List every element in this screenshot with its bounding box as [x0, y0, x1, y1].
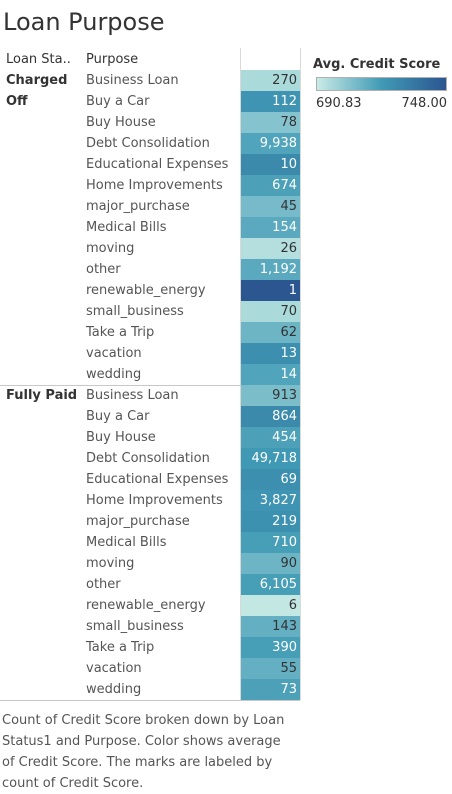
purpose-label[interactable]: major_purchase: [86, 514, 190, 529]
purpose-label[interactable]: Medical Bills: [86, 220, 167, 235]
count-cell[interactable]: 69: [241, 469, 300, 490]
purpose-label[interactable]: Business Loan: [86, 73, 179, 88]
count-cell[interactable]: 62: [241, 322, 300, 343]
column-header-purpose[interactable]: Purpose: [86, 52, 139, 67]
purpose-label[interactable]: moving: [86, 241, 135, 256]
count-cell[interactable]: 14: [241, 364, 300, 385]
count-cell[interactable]: 26: [241, 238, 300, 259]
count-cell[interactable]: 913: [241, 385, 300, 406]
table-column-divider: [300, 48, 301, 700]
purpose-label[interactable]: moving: [86, 556, 135, 571]
count-cell[interactable]: 70: [241, 301, 300, 322]
purpose-label[interactable]: Buy a Car: [86, 94, 150, 109]
purpose-label[interactable]: Buy House: [86, 115, 156, 130]
column-header-loan-status[interactable]: Loan Sta..: [6, 52, 71, 67]
count-cell[interactable]: 270: [241, 70, 300, 91]
group-separator: [0, 385, 300, 386]
count-cell[interactable]: 390: [241, 637, 300, 658]
text-table: Charged Off Business Loan 270 Buy a Car 112 B…: [0, 48, 301, 701]
count-cell[interactable]: 9,938: [241, 133, 300, 154]
purpose-label[interactable]: Debt Consolidation: [86, 136, 210, 151]
purpose-label[interactable]: Medical Bills: [86, 535, 167, 550]
purpose-label[interactable]: Home Improvements: [86, 493, 223, 508]
purpose-label[interactable]: small_business: [86, 619, 184, 634]
count-cell[interactable]: 674: [241, 175, 300, 196]
count-cell[interactable]: 454: [241, 427, 300, 448]
count-cell[interactable]: 73: [241, 679, 300, 700]
purpose-label[interactable]: small_business: [86, 304, 184, 319]
count-cell[interactable]: 3,827: [241, 490, 300, 511]
count-cell[interactable]: 49,718: [241, 448, 300, 469]
loan-status-label[interactable]: Charged Off: [6, 73, 68, 109]
chart-caption: Count of Credit Score broken down by Loa…: [2, 713, 285, 791]
count-cell[interactable]: 112: [241, 91, 300, 112]
purpose-label[interactable]: Buy a Car: [86, 409, 150, 424]
purpose-label[interactable]: vacation: [86, 661, 142, 676]
count-cell[interactable]: 13: [241, 343, 300, 364]
legend-min-label: 690.83: [316, 96, 362, 111]
count-cell[interactable]: 78: [241, 112, 300, 133]
purpose-label[interactable]: renewable_energy: [86, 283, 206, 298]
count-cell[interactable]: 1: [241, 280, 300, 301]
count-cell[interactable]: 710: [241, 532, 300, 553]
purpose-label[interactable]: wedding: [86, 367, 142, 382]
count-cell[interactable]: 1,192: [241, 259, 300, 280]
purpose-label[interactable]: other: [86, 262, 121, 277]
count-cell[interactable]: 219: [241, 511, 300, 532]
legend-title: Avg. Credit Score: [313, 57, 441, 72]
purpose-label[interactable]: vacation: [86, 346, 142, 361]
count-cell[interactable]: 6,105: [241, 574, 300, 595]
count-cell[interactable]: 55: [241, 658, 300, 679]
purpose-label[interactable]: Business Loan: [86, 388, 179, 403]
count-cell[interactable]: 6: [241, 595, 300, 616]
count-cell[interactable]: 45: [241, 196, 300, 217]
table-bottom-border: [0, 700, 300, 701]
purpose-label[interactable]: Debt Consolidation: [86, 451, 210, 466]
count-cell[interactable]: 10: [241, 154, 300, 175]
count-cell[interactable]: 90: [241, 553, 300, 574]
purpose-label[interactable]: Educational Expenses: [86, 472, 229, 487]
purpose-label[interactable]: other: [86, 577, 121, 592]
purpose-label[interactable]: Take a Trip: [86, 640, 155, 655]
count-cell[interactable]: 154: [241, 217, 300, 238]
purpose-label[interactable]: Take a Trip: [86, 325, 155, 340]
purpose-label[interactable]: wedding: [86, 682, 142, 697]
chart-title: Loan Purpose: [3, 8, 165, 36]
loan-status-label[interactable]: Fully Paid: [6, 388, 78, 403]
purpose-label[interactable]: major_purchase: [86, 199, 190, 214]
count-cell[interactable]: 143: [241, 616, 300, 637]
purpose-label[interactable]: Educational Expenses: [86, 157, 229, 172]
table-column-divider: [240, 48, 241, 700]
color-legend-gradient[interactable]: [316, 77, 447, 91]
legend-max-label: 748.00: [401, 96, 448, 111]
count-cell[interactable]: 864: [241, 406, 300, 427]
purpose-label[interactable]: renewable_energy: [86, 598, 206, 613]
purpose-label[interactable]: Home Improvements: [86, 178, 223, 193]
purpose-label[interactable]: Buy House: [86, 430, 156, 445]
